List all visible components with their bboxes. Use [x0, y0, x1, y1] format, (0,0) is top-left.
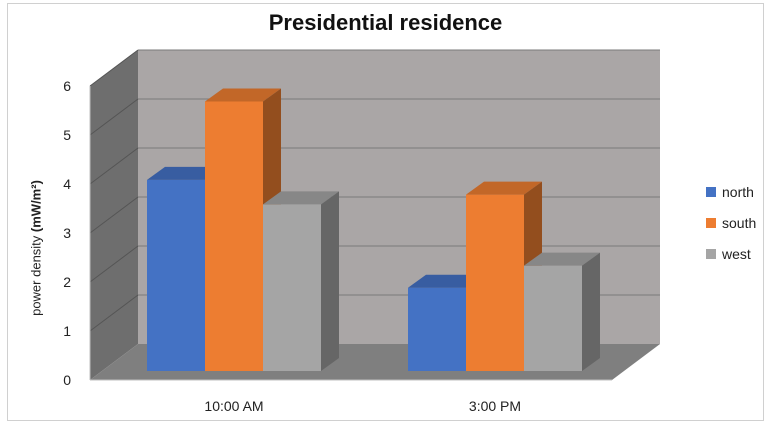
y-tick-label: 0 [63, 372, 71, 388]
bar-top-south-0 [205, 88, 281, 102]
y-tick-label: 2 [63, 274, 71, 290]
bar-south-1 [466, 194, 524, 371]
gridline-side [89, 98, 139, 136]
legend-swatch-west [706, 248, 716, 259]
gridline-side [89, 245, 139, 283]
bar-top-south-1 [466, 181, 542, 195]
x-tick-label: 3:00 PM [469, 398, 521, 414]
bar-top-north-0 [147, 166, 223, 180]
bar-west-1 [524, 265, 582, 371]
gridline-side [89, 147, 139, 185]
legend-label-north: north [722, 183, 754, 200]
bar-west-0 [263, 204, 321, 371]
bar-top-north-1 [408, 274, 484, 288]
y-tick-label: 4 [63, 176, 71, 192]
legend: north south west [706, 176, 756, 269]
legend-swatch-north [706, 186, 716, 197]
bar-north-0 [147, 179, 205, 371]
x-tick-label: 10:00 AM [204, 398, 263, 414]
legend-item-west: west [706, 238, 756, 269]
chart-title: Presidential residence [268, 10, 503, 35]
y-tick-label: 5 [63, 127, 71, 143]
bar-side-west-0 [321, 191, 339, 371]
bar-top-west-1 [524, 252, 600, 266]
legend-item-north: north [706, 176, 756, 207]
bar-south-0 [205, 101, 263, 371]
legend-label-west: west [722, 245, 751, 262]
gridline-side [89, 196, 139, 234]
y-tick-label: 1 [63, 323, 71, 339]
legend-item-south: south [706, 207, 756, 238]
bar-side-west-1 [582, 252, 600, 371]
legend-swatch-south [706, 217, 716, 228]
y-tick-label: 3 [63, 225, 71, 241]
bar-north-1 [408, 287, 466, 371]
bar-top-west-0 [263, 191, 339, 205]
gridline-side [89, 49, 139, 87]
gridline-side [89, 294, 139, 332]
y-tick-label: 6 [63, 78, 71, 94]
legend-label-south: south [722, 214, 757, 231]
